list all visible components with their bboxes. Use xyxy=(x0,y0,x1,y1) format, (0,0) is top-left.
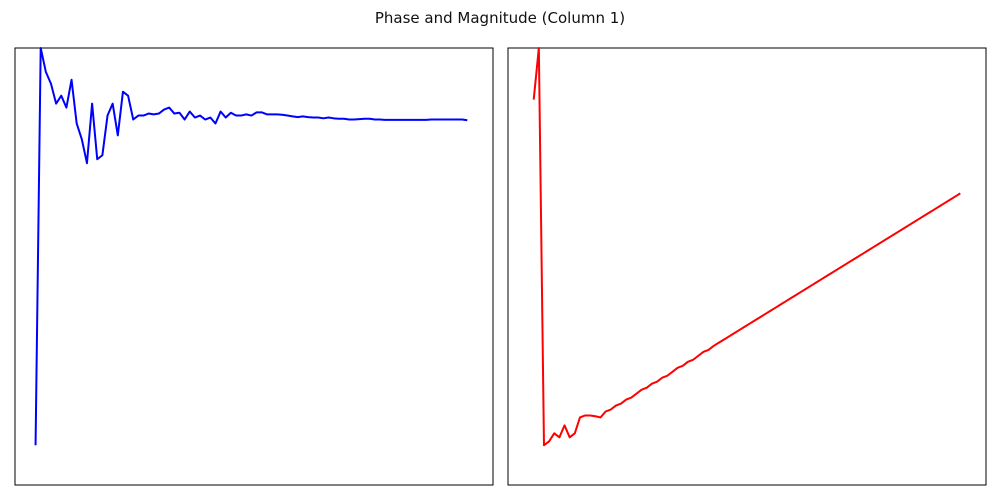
subplot-left xyxy=(14,47,494,486)
figure-title: Phase and Magnitude (Column 1) xyxy=(374,9,626,27)
plot-area-right xyxy=(532,47,961,447)
plot-area-left xyxy=(34,47,468,446)
axes-frame-right xyxy=(507,47,987,486)
series-line-left-0 xyxy=(34,47,468,446)
series-line-right-0 xyxy=(532,47,961,447)
subplot-right xyxy=(507,47,987,486)
